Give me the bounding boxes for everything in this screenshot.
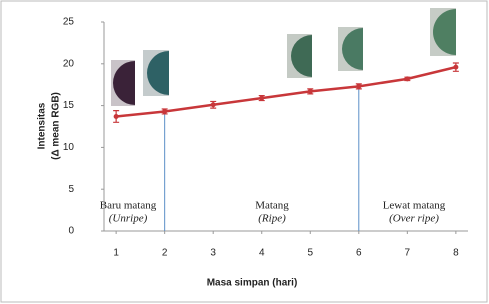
y-axis-label: (Δ mean RGB) — [51, 92, 62, 160]
x-tick-label: 2 — [162, 248, 168, 259]
data-point — [211, 102, 216, 107]
x-tick-label: 4 — [259, 248, 265, 259]
x-tick-label: 3 — [210, 248, 216, 259]
annotation: Lewat matang — [383, 200, 446, 212]
data-point — [259, 96, 264, 101]
annotation: (Unripe) — [109, 213, 148, 225]
chart: Masa simpan (hari) Intensitas (Δ mean RG… — [0, 0, 489, 304]
annotation: Matang — [255, 200, 289, 212]
y-tick-label: 10 — [63, 142, 75, 153]
annotation: (Over ripe) — [389, 213, 439, 225]
y-tick-label: 25 — [63, 17, 75, 28]
y-tick-label: 0 — [68, 226, 74, 237]
data-point — [356, 84, 361, 89]
data-point — [162, 109, 167, 114]
y-tick-label: 5 — [68, 184, 74, 195]
data-point — [453, 65, 458, 70]
x-axis-label: Masa simpan (hari) — [207, 278, 298, 289]
y-tick-label: 20 — [63, 58, 75, 69]
annotation: (Ripe) — [258, 213, 286, 225]
annotation: Baru matang — [100, 200, 157, 212]
data-point — [114, 114, 119, 119]
x-tick-label: 7 — [405, 248, 411, 259]
data-point — [308, 89, 313, 94]
data-point — [405, 76, 410, 81]
y-axis-label: Intensitas — [37, 102, 48, 149]
y-tick-label: 15 — [63, 100, 75, 111]
x-tick-label: 5 — [307, 248, 313, 259]
x-tick-label: 8 — [453, 248, 459, 259]
x-tick-label: 6 — [356, 248, 362, 259]
x-tick-label: 1 — [113, 248, 119, 259]
